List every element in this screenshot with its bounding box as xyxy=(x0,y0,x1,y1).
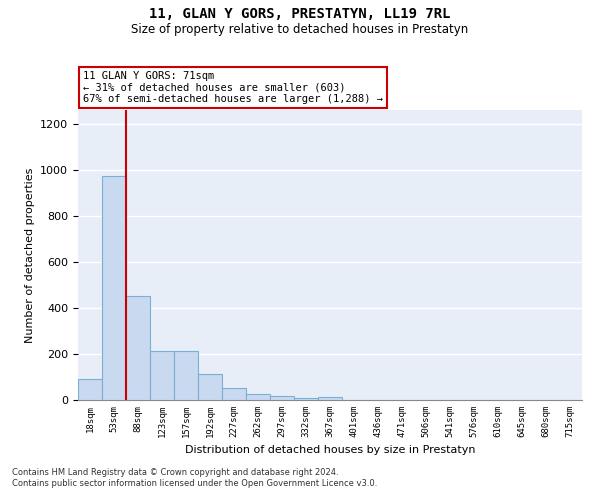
Bar xyxy=(294,398,318,400)
Bar xyxy=(270,396,294,400)
Bar xyxy=(102,176,126,400)
Y-axis label: Number of detached properties: Number of detached properties xyxy=(25,168,35,342)
Bar xyxy=(222,388,246,400)
Bar xyxy=(198,374,222,400)
Bar xyxy=(318,397,342,400)
Bar xyxy=(174,350,198,400)
Text: 11, GLAN Y GORS, PRESTATYN, LL19 7RL: 11, GLAN Y GORS, PRESTATYN, LL19 7RL xyxy=(149,8,451,22)
Text: 11 GLAN Y GORS: 71sqm
← 31% of detached houses are smaller (603)
67% of semi-det: 11 GLAN Y GORS: 71sqm ← 31% of detached … xyxy=(83,71,383,104)
Text: Contains HM Land Registry data © Crown copyright and database right 2024.
Contai: Contains HM Land Registry data © Crown c… xyxy=(12,468,377,487)
Bar xyxy=(246,394,270,400)
Bar xyxy=(126,296,150,400)
Text: Size of property relative to detached houses in Prestatyn: Size of property relative to detached ho… xyxy=(131,22,469,36)
Bar xyxy=(78,380,102,400)
Bar xyxy=(150,350,174,400)
X-axis label: Distribution of detached houses by size in Prestatyn: Distribution of detached houses by size … xyxy=(185,446,475,456)
